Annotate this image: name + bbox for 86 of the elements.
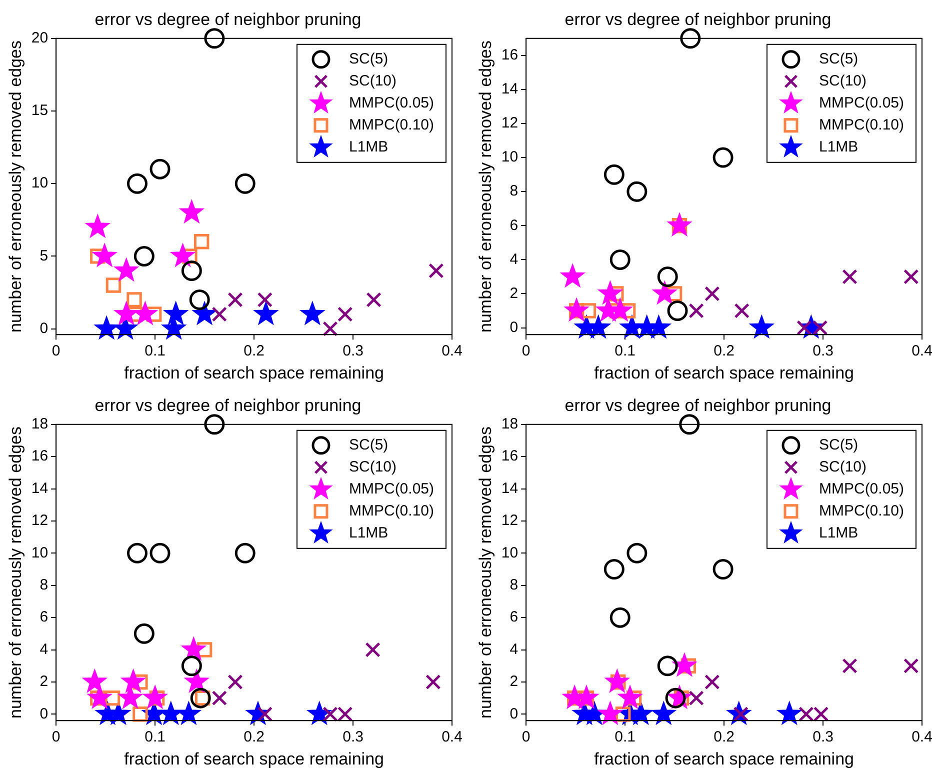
y-tick-label: 6 bbox=[40, 608, 48, 626]
x-tick-label: 0 bbox=[52, 728, 60, 746]
y-tick-label: 12 bbox=[501, 114, 518, 132]
x-tick-label: 0 bbox=[522, 342, 530, 360]
legend-label: SC(5) bbox=[348, 50, 388, 68]
y-tick-label: 4 bbox=[40, 640, 48, 658]
legend-label: MMPC(0.05) bbox=[818, 94, 904, 112]
chart-title: error vs degree of neighbor pruning bbox=[94, 396, 362, 415]
legend-label: SC(5) bbox=[818, 50, 858, 68]
y-tick-label: 14 bbox=[501, 80, 518, 98]
y-tick-label: 10 bbox=[501, 544, 518, 562]
x-axis-title: fraction of search space remaining bbox=[124, 363, 384, 382]
x-tick-label: 0.3 bbox=[812, 342, 834, 360]
y-tick-label: 15 bbox=[31, 102, 48, 120]
x-tick-label: 0.1 bbox=[614, 728, 636, 746]
y-tick-label: 2 bbox=[510, 284, 518, 302]
chart-title: error vs degree of neighbor pruning bbox=[564, 10, 832, 29]
y-tick-label: 12 bbox=[501, 512, 518, 530]
y-tick-label: 14 bbox=[501, 480, 518, 497]
y-tick-label: 8 bbox=[40, 576, 48, 594]
y-tick-label: 0 bbox=[510, 705, 518, 722]
x-tick-label: 0.4 bbox=[912, 728, 932, 746]
x-tick-label: 0.2 bbox=[714, 342, 734, 360]
legend-label: L1MB bbox=[818, 138, 858, 156]
x-axis-title: fraction of search space remaining bbox=[124, 749, 384, 768]
legend-label: SC(10) bbox=[348, 72, 397, 90]
y-tick-label: 8 bbox=[510, 182, 518, 200]
y-tick-label: 0 bbox=[40, 705, 48, 722]
y-tick-label: 0 bbox=[40, 320, 48, 337]
y-tick-label: 16 bbox=[501, 46, 518, 64]
y-tick-label: 10 bbox=[31, 174, 48, 192]
y-tick-label: 6 bbox=[510, 608, 518, 626]
legend-label: SC(10) bbox=[818, 458, 867, 476]
legend-label: MMPC(0.10) bbox=[348, 116, 434, 134]
y-axis-title: number of erroneously removed edges bbox=[476, 426, 495, 718]
y-axis-title: number of erroneously removed edges bbox=[6, 40, 25, 332]
y-tick-label: 8 bbox=[510, 576, 518, 594]
x-tick-label: 0.4 bbox=[442, 342, 462, 360]
x-tick-label: 0.2 bbox=[244, 342, 264, 360]
y-axis-title: number of erroneously removed edges bbox=[476, 40, 495, 332]
y-tick-label: 4 bbox=[510, 640, 518, 658]
x-tick-label: 0.2 bbox=[714, 728, 734, 746]
legend-label: MMPC(0.05) bbox=[818, 480, 904, 498]
y-tick-label: 0 bbox=[510, 318, 518, 336]
legend-label: MMPC(0.10) bbox=[348, 502, 434, 520]
legend-label: MMPC(0.10) bbox=[818, 502, 904, 520]
y-tick-label: 16 bbox=[31, 448, 48, 465]
x-axis-title: fraction of search space remaining bbox=[594, 749, 854, 768]
legend-label: SC(5) bbox=[818, 436, 858, 454]
x-tick-label: 0.3 bbox=[342, 342, 364, 360]
chart-title: error vs degree of neighbor pruning bbox=[564, 396, 832, 415]
y-tick-label: 16 bbox=[501, 448, 518, 465]
legend-label: SC(5) bbox=[348, 436, 388, 454]
x-tick-label: 0.1 bbox=[144, 342, 166, 360]
y-tick-label: 5 bbox=[40, 247, 48, 264]
legend-label: L1MB bbox=[818, 524, 858, 542]
y-tick-label: 2 bbox=[510, 673, 518, 690]
legend-label: L1MB bbox=[348, 524, 388, 542]
x-tick-label: 0 bbox=[52, 342, 60, 360]
x-tick-label: 0.1 bbox=[614, 342, 636, 360]
y-tick-label: 20 bbox=[31, 30, 48, 47]
y-axis-title: number of erroneously removed edges bbox=[6, 426, 25, 718]
y-tick-label: 2 bbox=[40, 673, 48, 690]
y-tick-label: 10 bbox=[501, 148, 518, 166]
y-tick-label: 10 bbox=[31, 544, 48, 562]
legend-label: MMPC(0.10) bbox=[818, 116, 904, 134]
x-tick-label: 0.4 bbox=[912, 342, 932, 360]
x-tick-label: 0 bbox=[522, 728, 530, 746]
y-tick-label: 18 bbox=[501, 416, 518, 433]
x-tick-label: 0.1 bbox=[144, 728, 166, 746]
y-tick-label: 4 bbox=[510, 250, 518, 268]
y-tick-label: 18 bbox=[31, 416, 48, 433]
x-tick-label: 0.4 bbox=[442, 728, 462, 746]
legend-label: SC(10) bbox=[348, 458, 397, 476]
x-tick-label: 0.2 bbox=[244, 728, 264, 746]
x-axis-title: fraction of search space remaining bbox=[594, 363, 854, 382]
y-tick-label: 6 bbox=[510, 216, 518, 234]
y-tick-label: 14 bbox=[31, 480, 48, 497]
x-tick-label: 0.3 bbox=[342, 728, 364, 746]
x-tick-label: 0.3 bbox=[812, 728, 834, 746]
chart-title: error vs degree of neighbor pruning bbox=[94, 10, 362, 29]
y-tick-label: 12 bbox=[31, 512, 48, 530]
legend-label: MMPC(0.05) bbox=[348, 94, 434, 112]
legend-label: L1MB bbox=[348, 138, 388, 156]
legend-label: SC(10) bbox=[818, 72, 867, 90]
legend-label: MMPC(0.05) bbox=[348, 480, 434, 498]
